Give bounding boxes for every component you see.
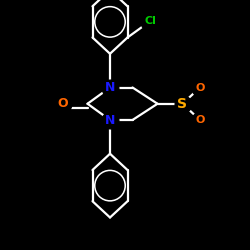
- Text: O: O: [195, 115, 205, 125]
- Text: S: S: [178, 97, 188, 111]
- Text: N: N: [105, 81, 115, 94]
- Text: O: O: [195, 82, 205, 92]
- Text: Cl: Cl: [144, 16, 156, 26]
- Text: N: N: [105, 114, 115, 126]
- Text: O: O: [57, 97, 68, 110]
